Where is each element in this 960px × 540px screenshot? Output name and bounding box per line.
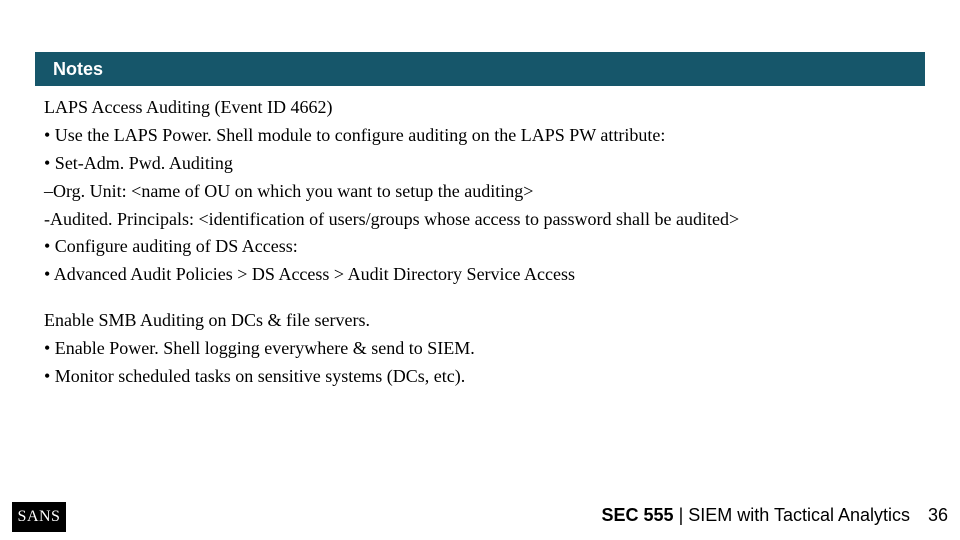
blank-line [44, 289, 924, 307]
body-line: Enable SMB Auditing on DCs & file server… [44, 307, 924, 335]
body-line: • Use the LAPS Power. Shell module to co… [44, 122, 924, 150]
body-line: LAPS Access Auditing (Event ID 4662) [44, 94, 924, 122]
body-line: • Monitor scheduled tasks on sensitive s… [44, 363, 924, 391]
sans-logo: SANS [12, 502, 66, 532]
course-label: SEC 555 | SIEM with Tactical Analytics [602, 505, 910, 526]
notes-header-title: Notes [53, 59, 103, 80]
slide-page: Notes LAPS Access Auditing (Event ID 466… [0, 0, 960, 540]
footer: SANS SEC 555 | SIEM with Tactical Analyt… [0, 494, 960, 540]
body-line: • Enable Power. Shell logging everywhere… [44, 335, 924, 363]
body-line: • Configure auditing of DS Access: [44, 233, 924, 261]
course-title: SIEM with Tactical Analytics [688, 505, 910, 525]
body-line: • Set-Adm. Pwd. Auditing [44, 150, 924, 178]
course-sep: | [674, 505, 689, 525]
body-line: –Org. Unit: <name of OU on which you wan… [44, 178, 924, 206]
course-code: SEC 555 [602, 505, 674, 525]
body-line: • Advanced Audit Policies > DS Access > … [44, 261, 924, 289]
body-content: LAPS Access Auditing (Event ID 4662) • U… [44, 94, 924, 391]
body-line: -Audited. Principals: <identification of… [44, 206, 924, 234]
notes-header-bar: Notes [35, 52, 925, 86]
page-number: 36 [928, 505, 948, 526]
